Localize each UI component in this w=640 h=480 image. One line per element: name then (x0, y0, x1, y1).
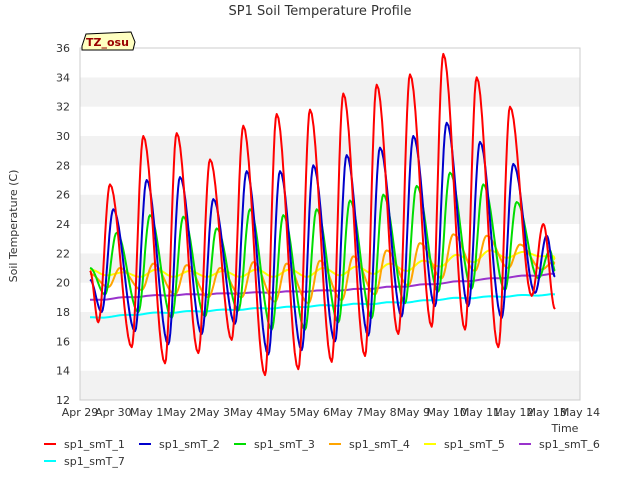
y-tick-label: 20 (56, 277, 70, 290)
x-tick-label: May 1 (130, 406, 163, 419)
x-axis-label: Time (551, 422, 579, 435)
y-tick-label: 22 (56, 247, 70, 260)
legend-label: sp1_smT_3 (254, 438, 315, 451)
x-tick-label: May 11 (460, 406, 500, 419)
y-tick-label: 14 (56, 365, 70, 378)
plot-band (80, 136, 580, 166)
plot-band (80, 48, 580, 78)
x-tick-label: May 3 (197, 406, 230, 419)
legend-label: sp1_smT_5 (444, 438, 505, 451)
y-tick-labels: 12 14 16 18 20 22 24 26 28 30 32 34 36 (56, 42, 70, 407)
series-lines (89, 52, 556, 377)
plot-band (80, 77, 580, 107)
legend-item: sp1_smT_2 (139, 438, 220, 451)
y-tick-label: 12 (56, 394, 70, 407)
station-label-text: TZ_osu (86, 36, 129, 49)
station-label: TZ_osu (81, 31, 136, 51)
x-tick-label: May 14 (560, 406, 600, 419)
legend-item: sp1_smT_7 (44, 455, 125, 468)
legend-label: sp1_smT_1 (64, 438, 125, 451)
x-tick-label: May 9 (397, 406, 430, 419)
x-tick-label: May 6 (297, 406, 330, 419)
x-tick-label: May 10 (427, 406, 467, 419)
plot-band (80, 194, 580, 224)
legend-item: sp1_smT_1 (44, 438, 125, 451)
legend-label: sp1_smT_2 (159, 438, 220, 451)
station-label-box (81, 31, 136, 51)
series-line-sp1-smT-4 (89, 233, 556, 305)
legend-item: sp1_smT_5 (424, 438, 505, 451)
legend-label: sp1_smT_4 (349, 438, 410, 451)
x-tick-label: May 8 (363, 406, 396, 419)
plot-frame (79, 47, 581, 401)
y-tick-label: 16 (56, 335, 70, 348)
x-tick-label: May 12 (493, 406, 533, 419)
legend-item: sp1_smT_4 (329, 438, 410, 451)
legend-label: sp1_smT_7 (64, 455, 125, 468)
y-axis-label: Soil Temperature (C) (7, 170, 20, 283)
legend-item: sp1_smT_3 (234, 438, 315, 451)
x-tick-label: Apr 30 (95, 406, 132, 419)
y-tick-label: 24 (56, 218, 70, 231)
y-tick-label: 26 (56, 189, 70, 202)
x-tick-label: May 4 (230, 406, 263, 419)
y-tick-label: 18 (56, 306, 70, 319)
legend-item: sp1_smT_6 (519, 438, 600, 451)
series-line-sp1-smT-1 (89, 52, 556, 377)
y-tick-label: 34 (56, 71, 70, 84)
x-tick-label: May 7 (330, 406, 363, 419)
y-tick-label: 30 (56, 130, 70, 143)
x-tick-label: May 2 (163, 406, 196, 419)
y-tick-label: 28 (56, 159, 70, 172)
plot-band (80, 370, 580, 400)
x-tick-label: Apr 29 (62, 406, 99, 419)
chart-title: SP1 Soil Temperature Profile (229, 4, 412, 19)
plot-band (80, 106, 580, 136)
x-tick-label: May 5 (263, 406, 296, 419)
plot-band (80, 165, 580, 195)
y-tick-label: 36 (56, 42, 70, 55)
x-tick-label: May 13 (527, 406, 567, 419)
y-tick-label: 32 (56, 101, 70, 114)
legend: sp1_smT_1 sp1_smT_2 sp1_smT_3 sp1_smT_4 sp1_… (44, 438, 600, 468)
legend-label: sp1_smT_6 (539, 438, 600, 451)
